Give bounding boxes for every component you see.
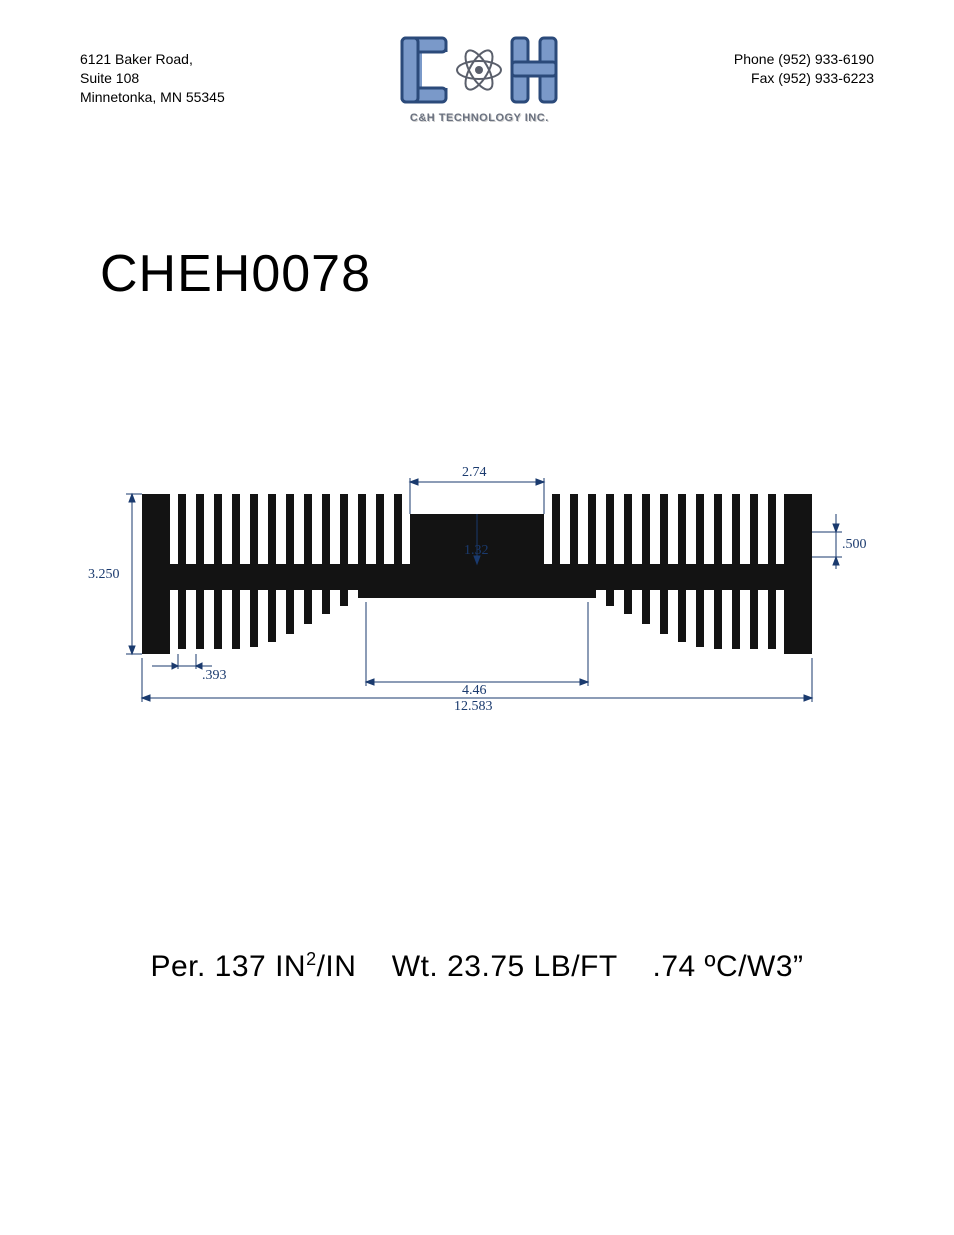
dim-height: 3.250 [88, 567, 120, 582]
spec-per-unit-post: /IN [317, 950, 357, 983]
spec-per-value: 137 [215, 950, 267, 983]
fax-line: Fax (952) 933-6223 [734, 69, 874, 88]
logo-tagline: C&H TECHNOLOGY INC. [410, 112, 549, 124]
address-line: 6121 Baker Road, [80, 50, 225, 69]
heatsink-diagram: 3.250 .393 2.74 1.32 4.46 12.583 .500 [82, 454, 872, 719]
dim-top-gap: 2.74 [462, 465, 487, 480]
logo-letters [394, 30, 564, 110]
company-contact: Phone (952) 933-6190 Fax (952) 933-6223 [734, 50, 874, 88]
spec-wt-prefix: Wt. [392, 950, 447, 983]
spec-gap [356, 950, 391, 983]
spec-wt-unit: LB/FT [525, 950, 617, 983]
dim-notch: 1.32 [464, 543, 489, 558]
address-line: Suite 108 [80, 69, 225, 88]
address-line: Minnetonka, MN 55345 [80, 88, 225, 107]
dim-bottom-gap: 4.46 [462, 683, 487, 698]
dim-end: .500 [842, 537, 867, 552]
logo-c-icon [402, 38, 452, 102]
company-logo: C&H TECHNOLOGY INC. [394, 30, 564, 124]
logo-h-icon [512, 38, 556, 102]
spec-per-exp: 2 [306, 949, 317, 969]
page-header: 6121 Baker Road, Suite 108 Minnetonka, M… [0, 0, 954, 124]
spec-thermal: .74 ºC/W3” [653, 950, 804, 983]
company-address: 6121 Baker Road, Suite 108 Minnetonka, M… [80, 50, 225, 107]
logo-svg [394, 30, 564, 110]
phone-line: Phone (952) 933-6190 [734, 50, 874, 69]
spec-wt-value: 23.75 [447, 950, 525, 983]
dim-fin-space: .393 [202, 668, 227, 683]
atom-icon [457, 46, 501, 93]
part-number-title: CHEH0078 [100, 244, 954, 304]
spec-gap [617, 950, 652, 983]
specifications-line: Per. 137 IN2/IN Wt. 23.75 LB/FT .74 ºC/W… [0, 949, 954, 984]
dim-total: 12.583 [454, 699, 493, 714]
heatsink-svg: 3.250 .393 2.74 1.32 4.46 12.583 .500 [82, 454, 872, 714]
spec-per-unit-pre: IN [266, 950, 306, 983]
spec-per-prefix: Per. [150, 950, 214, 983]
